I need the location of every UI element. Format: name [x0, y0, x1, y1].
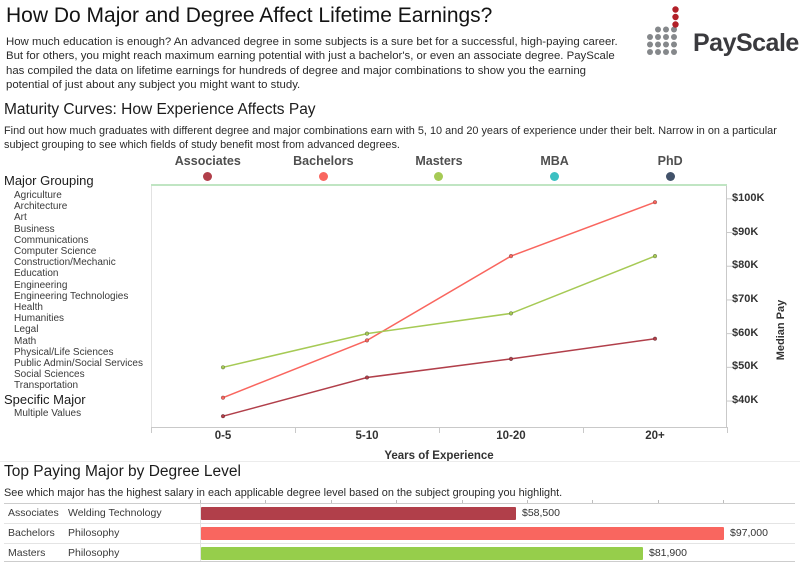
legend-dot-icon	[203, 172, 213, 181]
bar-associates[interactable]	[201, 507, 516, 520]
major-grouping-list: Agriculture Architecture Art Business Commun…	[14, 190, 184, 392]
degree-cell: Bachelors	[8, 527, 55, 539]
legend-item-mba[interactable]: MBA	[497, 154, 613, 186]
bar-axis-tick	[527, 500, 528, 503]
bar-axis-tick	[265, 500, 266, 503]
major-cell: Philosophy	[68, 527, 120, 539]
bar-axis-tick	[396, 500, 397, 503]
major-grouping-item[interactable]: Architecture	[14, 201, 68, 213]
x-axis-tick-label: 10-20	[496, 430, 526, 442]
y-axis-tick-label: $50K	[732, 360, 759, 372]
legend-label: Associates	[174, 154, 241, 168]
bar-axis-tick	[331, 500, 332, 503]
y-axis-title: Median Pay	[775, 299, 787, 361]
major-grouping-item[interactable]: Business	[14, 223, 55, 235]
x-axis-tick-label: 20+	[645, 430, 665, 442]
y-axis-tick-label: $100K	[732, 192, 765, 204]
bar-masters[interactable]	[201, 547, 643, 560]
y-axis-tick-label: $70K	[732, 293, 759, 305]
legend-underline	[151, 184, 727, 186]
legend-label: Masters	[415, 154, 463, 168]
table-row: Associates Welding Technology $58,500	[4, 504, 795, 524]
major-cell: Philosophy	[68, 547, 120, 559]
major-grouping-label: Major Grouping	[4, 173, 94, 188]
line-series-masters[interactable]	[220, 253, 658, 370]
intro-text: How much education is enough? An advance…	[6, 36, 618, 92]
x-axis-tick-label: 5-10	[355, 430, 379, 442]
section-divider	[0, 461, 800, 462]
major-cell: Welding Technology	[68, 507, 162, 519]
major-grouping-item[interactable]: Agriculture	[14, 190, 62, 201]
major-grouping-item[interactable]: Legal	[14, 324, 39, 336]
y-axis-tick-label: $90K	[732, 226, 759, 238]
major-grouping-item[interactable]: Math	[14, 335, 37, 347]
line-series-bachelors[interactable]	[220, 200, 658, 400]
degree-cell: Associates	[8, 507, 59, 519]
x-axis-title: Years of Experience	[384, 450, 494, 462]
specific-major-label: Specific Major	[4, 392, 86, 407]
y-axis-tick-label: $60K	[732, 327, 759, 339]
major-grouping-item[interactable]: Humanities	[14, 313, 65, 325]
y-axis-tick-label: $80K	[732, 259, 759, 271]
major-grouping-item[interactable]: Education	[14, 268, 59, 280]
bar-axis-tick	[592, 500, 593, 503]
page-title: How Do Major and Degree Affect Lifetime …	[6, 4, 493, 27]
legend-dot-icon	[665, 172, 675, 181]
bar-axis-tick	[658, 500, 659, 503]
legend-dot-icon	[318, 172, 328, 181]
legend-label: PhD	[657, 154, 683, 168]
specific-major-value: Multiple Values	[14, 408, 82, 419]
legend-item-bachelors[interactable]: Bachelors	[266, 154, 382, 186]
payscale-logo-dots-icon	[647, 6, 679, 55]
legend: Associates Bachelors Masters MBA PhD	[150, 154, 728, 186]
bar-axis-tick	[723, 500, 724, 503]
legend-dot-icon	[434, 172, 444, 181]
table-row: Bachelors Philosophy $97,000	[4, 524, 795, 544]
legend-label: Bachelors	[293, 154, 354, 168]
top-paying-heading: Top Paying Major by Degree Level	[4, 463, 241, 480]
bar-value-label: $97,000	[730, 527, 768, 539]
major-grouping-item[interactable]: Health	[14, 302, 43, 314]
major-grouping-item[interactable]: Art	[14, 212, 27, 224]
table-row: Masters Philosophy $81,900	[4, 544, 795, 563]
major-grouping-item[interactable]: Engineering	[14, 279, 68, 291]
payscale-logo-text: PayScale	[693, 29, 799, 57]
legend-item-masters[interactable]: Masters	[381, 154, 497, 186]
major-grouping-item[interactable]: Physical/Life Sciences	[14, 346, 114, 358]
legend-dot-icon	[550, 172, 560, 181]
maturity-heading: Maturity Curves: How Experience Affects …	[4, 101, 316, 118]
major-grouping-item[interactable]: Engineering Technologies	[14, 290, 129, 302]
maturity-description: Find out how much graduates with differe…	[4, 125, 777, 151]
payscale-logo: PayScale	[646, 6, 799, 56]
bar-value-label: $58,500	[522, 507, 560, 519]
legend-item-phd[interactable]: PhD	[612, 154, 728, 186]
major-grouping-item[interactable]: Public Admin/Social Services	[14, 358, 143, 370]
legend-label: MBA	[540, 154, 569, 168]
top-paying-table: Associates Welding Technology $58,500 Bache…	[4, 500, 795, 563]
degree-cell: Masters	[8, 547, 46, 559]
major-grouping-item[interactable]: Computer Science	[14, 246, 97, 258]
y-axis-tick-label: $40K	[732, 394, 759, 406]
maturity-line-chart	[151, 184, 732, 433]
bar-axis-tick	[462, 500, 463, 503]
major-grouping-item[interactable]: Social Sciences	[14, 369, 85, 381]
legend-item-associates[interactable]: Associates	[150, 154, 266, 186]
top-paying-description: See which major has the highest salary i…	[4, 487, 563, 499]
line-series-associates[interactable]	[220, 336, 658, 419]
bar-value-label: $81,900	[649, 547, 687, 559]
bar-bachelors[interactable]	[201, 527, 724, 540]
bar-axis-tick	[200, 500, 201, 503]
major-grouping-item[interactable]: Construction/Mechanic	[14, 257, 116, 269]
major-grouping-item[interactable]: Communications	[14, 234, 89, 246]
x-axis-tick-label: 0-5	[214, 430, 232, 442]
major-grouping-item[interactable]: Transportation	[14, 380, 79, 392]
